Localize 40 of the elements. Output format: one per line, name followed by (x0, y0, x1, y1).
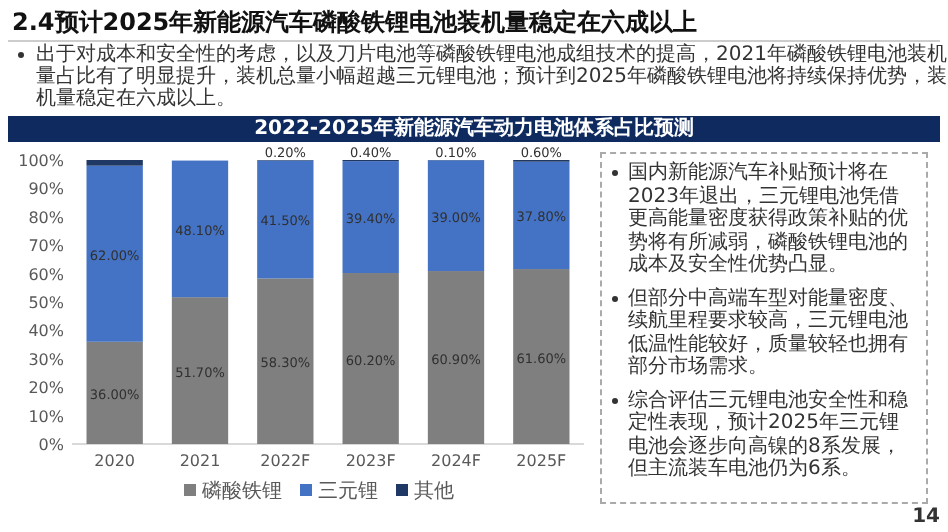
bar (342, 161, 399, 274)
y-tick-label: 10% (28, 407, 65, 426)
text: 出于对成本和安全性的考虑，以及刀片电池等磷酸铁锂电池成组技术的提高，2021年磷酸铁锂电池装机量占比有了明显提升，装机总量小幅超越三元锂电池；预计到2025年磷酸铁锂电池将持续保持优势，装机量稳定在六成以上。 (36, 44, 947, 110)
y-tick-label: 40% (28, 322, 65, 341)
text: 综合评估三元锂电池安全性和稳定性表现，预计2025年三元锂电池会逐步向高镍的8系发展，但主流装车电池仍为6系。 (628, 389, 908, 480)
chart-title: 2.4预计2025年新能源汽车磷酸铁锂电池装机量稳定在六成以上 (12, 6, 698, 40)
legend-label: 磷酸铁锂 (200, 479, 282, 503)
x-tick-label: 2020 (94, 452, 136, 470)
legend-label: 其他 (414, 479, 454, 503)
y-tick-label: 80% (28, 208, 65, 227)
bar (513, 269, 570, 444)
y-tick-label: 100% (18, 152, 65, 170)
bar (257, 278, 314, 444)
y-tick-label: 20% (28, 379, 65, 398)
x-tick-label: 2021 (179, 452, 221, 470)
y-tick-label: 0% (38, 436, 65, 454)
bar (86, 165, 143, 342)
legend-label: 三元锂 (318, 481, 378, 503)
bar (171, 297, 229, 444)
bar (342, 273, 399, 444)
bar (513, 161, 570, 270)
text: 14 (912, 506, 940, 528)
chart-subtitle: 2022-2025年新能源汽车动力电池体系占比预测 (8, 116, 940, 142)
text: 国内新能源汽车补贴预计将在2023年退出，三元锂电池凭借更高能量密度获得政策补贴的优势将有所减弱，磷酸铁锂电池的成本及安全性优势凸显。 (628, 162, 908, 276)
bar (427, 160, 485, 272)
bar (427, 271, 485, 444)
bar (86, 160, 143, 166)
x-tick-label: 2022F (260, 452, 312, 470)
bar (171, 160, 229, 298)
y-tick-label: 50% (28, 294, 65, 312)
text: 但部分中高端车型对能量密度、续航里程要求较高，三元锂电池低温性能较好，质量较轻也拥有部分市场需求。 (628, 287, 908, 378)
y-tick-label: 90% (28, 180, 65, 199)
y-tick-label: 70% (28, 237, 65, 256)
x-tick-label: 2025F (516, 452, 568, 470)
x-tick-label: 2023F (345, 452, 397, 470)
y-tick-label: 60% (28, 265, 65, 284)
bar (86, 341, 143, 444)
bar (257, 160, 314, 279)
x-tick-label: 2024F (431, 452, 482, 470)
y-tick-label: 30% (28, 350, 65, 369)
